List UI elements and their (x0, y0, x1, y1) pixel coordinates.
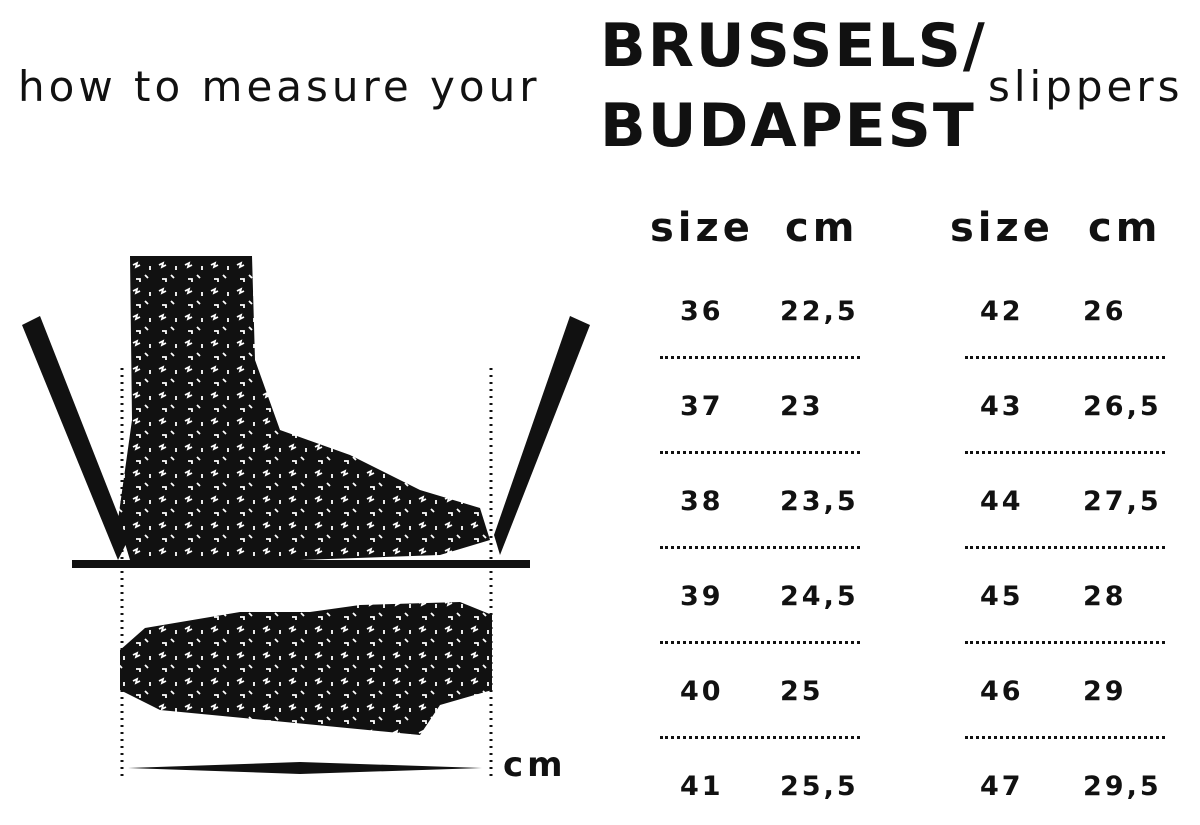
row-cm: 26 (1083, 296, 1127, 327)
model-name-line1: BRUSSELS/ (600, 11, 987, 81)
row-size: 47 (980, 771, 1024, 802)
row-size: 45 (980, 581, 1024, 612)
row-size: 43 (980, 391, 1024, 422)
header-cm-left: cm (785, 205, 859, 251)
measure-arrow (128, 762, 482, 774)
pencil-right-icon (494, 316, 590, 555)
header-cm-right: cm (1088, 205, 1162, 251)
row-size: 44 (980, 486, 1024, 517)
row-cm: 28 (1083, 581, 1127, 612)
row-divider (965, 641, 1165, 644)
row-divider (965, 451, 1165, 454)
row-cm: 27,5 (1083, 486, 1162, 517)
foot-measurement-illustration (22, 256, 590, 778)
row-divider (660, 641, 860, 644)
row-cm: 22,5 (780, 296, 859, 327)
row-size: 41 (680, 771, 724, 802)
row-divider (965, 736, 1165, 739)
title-suffix: slippers (988, 62, 1184, 111)
row-divider (965, 546, 1165, 549)
row-divider (660, 736, 860, 739)
header-size-left: size (650, 205, 754, 251)
measure-unit-label: cm (503, 745, 567, 785)
row-cm: 29,5 (1083, 771, 1162, 802)
model-name-line2: BUDAPEST (600, 91, 976, 161)
row-cm: 25,5 (780, 771, 859, 802)
foot-side-view (118, 256, 490, 560)
row-size: 39 (680, 581, 724, 612)
row-cm: 29 (1083, 676, 1127, 707)
row-cm: 26,5 (1083, 391, 1162, 422)
row-size: 37 (680, 391, 724, 422)
row-size: 46 (980, 676, 1024, 707)
row-size: 36 (680, 296, 724, 327)
foot-top-view (120, 602, 492, 735)
row-divider (660, 451, 860, 454)
row-divider (965, 356, 1165, 359)
row-cm: 23 (780, 391, 824, 422)
row-divider (660, 546, 860, 549)
row-size: 42 (980, 296, 1024, 327)
floor-line (72, 560, 530, 568)
header-size-right: size (950, 205, 1054, 251)
row-divider (660, 356, 860, 359)
row-cm: 23,5 (780, 486, 859, 517)
title-prefix: how to measure your (18, 62, 541, 111)
pencil-left-icon (22, 316, 128, 560)
row-size: 38 (680, 486, 724, 517)
row-cm: 24,5 (780, 581, 859, 612)
row-cm: 25 (780, 676, 824, 707)
row-size: 40 (680, 676, 724, 707)
